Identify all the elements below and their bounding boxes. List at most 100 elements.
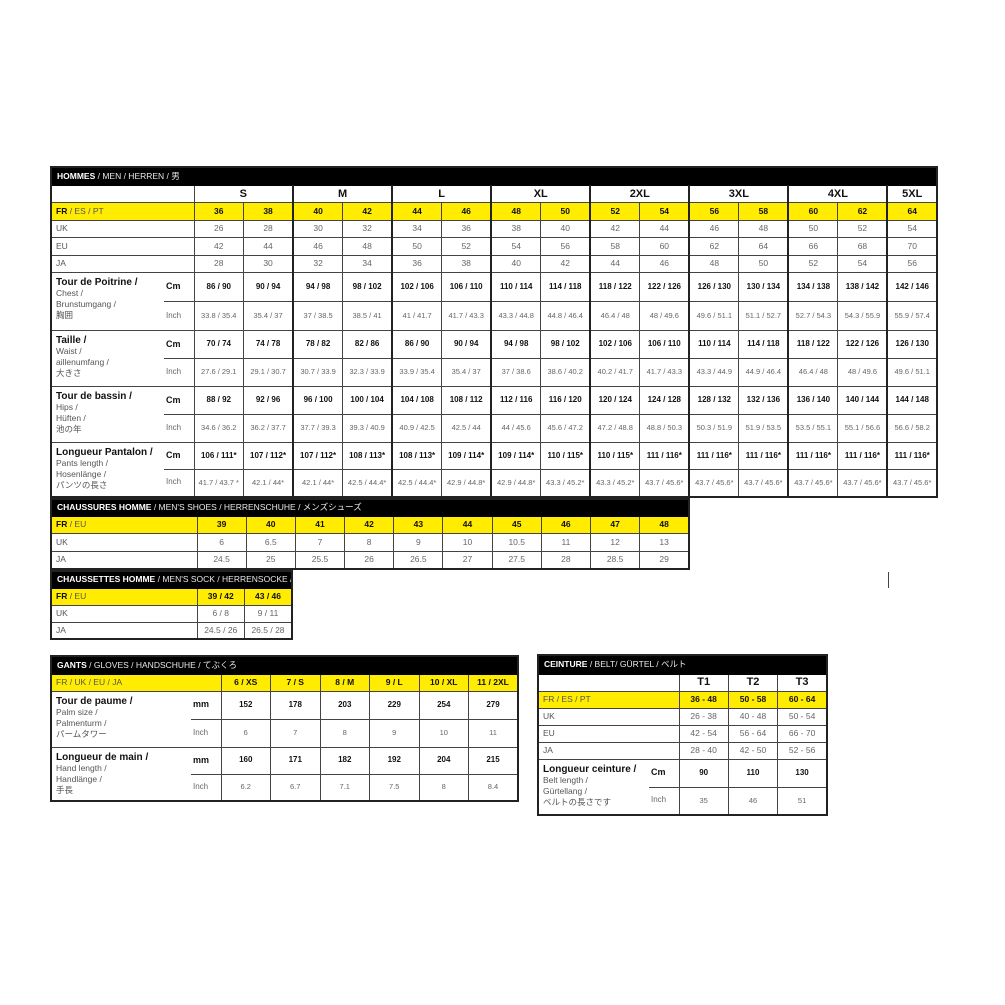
- size-value: 24.5 / 26: [196, 621, 245, 640]
- size-value: 28 - 40: [678, 741, 729, 760]
- measure-name-line: パームタワー: [56, 728, 107, 739]
- measure-value: 160: [220, 746, 271, 775]
- size-label: 4XL: [787, 184, 888, 203]
- size-value: 44: [243, 237, 294, 256]
- measure-value: 8.4: [468, 773, 519, 802]
- size-label: XL: [490, 184, 591, 203]
- measure-cm-row: Longueur de main / Hand length / Handlänge…: [50, 746, 519, 802]
- size-value: 54: [639, 202, 690, 221]
- table-title: HOMMES / MEN / HERREN / 男: [50, 166, 938, 186]
- measure-value: 90 / 94: [441, 330, 492, 359]
- size-value: 9 / L: [369, 673, 420, 692]
- measure-value: 52.7 / 54.3: [787, 301, 839, 331]
- measure-name-line: Chest /: [56, 288, 83, 298]
- measure-value: 42.9 / 44.8*: [490, 469, 542, 497]
- size-value: 70: [886, 237, 938, 256]
- size-value: 12: [589, 533, 641, 552]
- measure-value: 42.9 / 44.8*: [441, 469, 492, 497]
- measure-name-line: Tour de Poitrine /: [56, 277, 138, 288]
- measure-name-line: パンツの長さ: [56, 480, 108, 490]
- measure-value: 88 / 92: [193, 386, 245, 415]
- measure-value: 120 / 124: [589, 386, 641, 415]
- table-title-rest: / MEN / HERREN / 男: [95, 170, 180, 181]
- row-label: FR / ES / PT: [50, 202, 195, 221]
- table-row: JA 24.5 / 26 26.5 / 28: [50, 621, 293, 640]
- unit-label: Inch: [164, 301, 195, 331]
- table-title: CHAUSSETTES HOMME / MEN'S SOCK / HERRENS…: [50, 570, 293, 589]
- measure-cm-row: Tour de Poitrine / Chest / Brunstumgang / 胸…: [50, 272, 938, 331]
- size-value: 40 - 48: [727, 707, 779, 726]
- size-value: 46: [688, 219, 740, 238]
- measure-value: 110 / 115*: [589, 442, 641, 470]
- unit-label: Cm: [164, 330, 195, 359]
- measure-value: 107 / 112*: [292, 442, 344, 470]
- measure-value: 43.3 / 44.8: [490, 301, 542, 331]
- measure-value: 86 / 90: [391, 330, 443, 359]
- row-label-bold: FR: [56, 519, 68, 530]
- size-value: 10: [442, 533, 493, 552]
- size-value: 13: [639, 533, 690, 552]
- row-label: UK: [50, 219, 195, 238]
- measure-name-line: Taille /: [56, 335, 87, 346]
- size-value: 44: [639, 219, 690, 238]
- size-value: 64: [738, 237, 789, 256]
- measure-value: 118 / 122: [589, 272, 641, 302]
- measure-cm-row: Longueur ceinture / Belt length / Gürtella…: [537, 758, 828, 816]
- measure-cm-row: Longueur Pantalon / Pants length / Hosenlä…: [50, 442, 938, 497]
- measure-value: 30.7 / 33.9: [292, 358, 344, 387]
- unit-label: Inch: [164, 414, 195, 443]
- measure-value: 118 / 122: [787, 330, 839, 359]
- size-value: 52: [837, 219, 888, 238]
- measure-value: 8: [319, 718, 370, 748]
- size-value: 68: [837, 237, 888, 256]
- measure-value: 37 / 38.5: [292, 301, 344, 331]
- measure-value: 254: [418, 690, 469, 720]
- row-label: FR / ES / PT: [537, 690, 680, 709]
- measure-name-line: Tour de paume /: [56, 695, 133, 707]
- measure-value: 111 / 116*: [639, 442, 690, 470]
- row-label-rest: / ES / PT: [67, 205, 104, 216]
- measure-value: 41.7 / 43.3: [441, 301, 492, 331]
- size-value: 50: [738, 254, 789, 273]
- size-value: 25.5: [294, 550, 346, 569]
- table-row: EU 42 - 54 56 - 64 66 - 70: [537, 724, 828, 743]
- measure-value: 110 / 114: [490, 272, 542, 302]
- measure-value: 138 / 142: [837, 272, 888, 302]
- measure-value: 74 / 78: [243, 330, 294, 359]
- measure-value: 203: [319, 690, 370, 720]
- size-value: 9: [393, 533, 444, 552]
- size-value: 30: [292, 219, 344, 238]
- measure-value: 55.1 / 56.6: [837, 414, 888, 443]
- measure-value: 109 / 114*: [490, 442, 542, 470]
- men-size-table: HOMMES / MEN / HERREN / 男 S M L XL 2XL 3XL 4XL 5…: [50, 166, 938, 498]
- measure-value: 43.7 / 45.6*: [787, 469, 839, 497]
- measure-name-line: Brunstumgang /: [56, 299, 117, 309]
- measure-value: 42.5 / 44: [441, 414, 492, 443]
- size-label: 2XL: [589, 184, 690, 203]
- unit-label: Cm: [649, 758, 680, 788]
- belt-size-table: CEINTURE / BELT/ GÜRTEL / ベルト T1 T2 T3 FR / …: [537, 654, 828, 816]
- measure-value: 43.3 / 45.2*: [589, 469, 641, 497]
- measure-value: 11: [468, 718, 519, 748]
- measure-value: 8: [418, 773, 469, 802]
- size-value: 46: [292, 237, 344, 256]
- measure-value: 48.8 / 50.3: [639, 414, 690, 443]
- size-value: 54: [886, 219, 938, 238]
- size-value: 36: [391, 254, 443, 273]
- size-value: 26.5: [393, 550, 444, 569]
- measure-value: 39.3 / 40.9: [342, 414, 393, 443]
- size-value: 47: [589, 515, 641, 534]
- size-value: 44: [442, 515, 493, 534]
- measure-value: 110: [727, 758, 779, 788]
- measure-value: 43.7 / 45.6*: [738, 469, 789, 497]
- measure-value: 43.3 / 44.9: [688, 358, 740, 387]
- empty-cell: [50, 184, 195, 203]
- size-value: 66 - 70: [777, 724, 828, 743]
- measure-name-line: Longueur Pantalon /: [56, 447, 153, 458]
- fr-size-row: FR / ES / PT 36 38 40 42 44 46 48 50 52 54 56 58 60 62…: [50, 202, 938, 221]
- measure-name-line: aillenumfang /: [56, 357, 109, 367]
- measure-name-line: 池の年: [56, 424, 82, 434]
- measure-inch-row: Inch 34.6 / 36.2 36.2 / 37.7 37.7 / 39.3 39.…: [51, 414, 938, 443]
- measure-value: 126 / 130: [688, 272, 740, 302]
